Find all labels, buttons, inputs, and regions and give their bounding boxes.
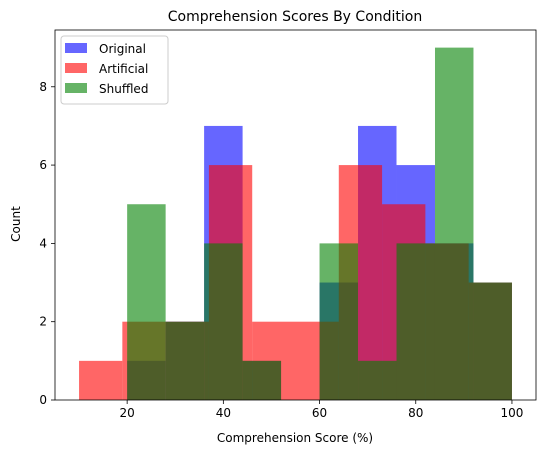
y-tick-label: 2 bbox=[39, 315, 47, 329]
series-shuffled bbox=[127, 47, 512, 400]
legend: Original Artificial Shuffled bbox=[60, 35, 169, 105]
legend-label-artificial: Artificial bbox=[99, 62, 148, 76]
x-tick-label: 100 bbox=[500, 406, 523, 420]
legend-swatch-artificial bbox=[65, 63, 87, 73]
x-axis-label: Comprehension Score (%) bbox=[217, 431, 373, 445]
chart-title: Comprehension Scores By Condition bbox=[168, 9, 422, 25]
bar-shuffled-9 bbox=[473, 282, 512, 400]
bar-shuffled-3 bbox=[242, 360, 282, 400]
x-tick-label: 20 bbox=[120, 406, 135, 420]
bar-shuffled-0 bbox=[127, 204, 166, 400]
bar-shuffled-1 bbox=[165, 321, 205, 400]
y-axis-ticks: 0 2 4 6 8 bbox=[39, 80, 55, 407]
x-tick-label: 80 bbox=[408, 406, 423, 420]
plot-frame bbox=[54, 29, 537, 401]
legend-swatch-original bbox=[65, 43, 87, 53]
legend-box bbox=[60, 35, 169, 105]
bar-shuffled-8 bbox=[434, 47, 474, 400]
bar-shuffled-7 bbox=[396, 243, 435, 400]
bar-shuffled-2 bbox=[204, 243, 243, 400]
legend-label-shuffled: Shuffled bbox=[99, 82, 148, 96]
bar-shuffled-6 bbox=[358, 360, 397, 400]
x-tick-label: 60 bbox=[312, 406, 327, 420]
bar-shuffled-5 bbox=[319, 243, 359, 400]
legend-swatch-shuffled bbox=[65, 83, 87, 93]
y-tick-label: 4 bbox=[39, 236, 47, 250]
y-tick-label: 0 bbox=[39, 393, 47, 407]
bar-artificial-0 bbox=[79, 360, 123, 400]
bars-layer bbox=[79, 47, 512, 400]
x-tick-label: 40 bbox=[216, 406, 231, 420]
x-axis-ticks: 20 40 60 80 100 bbox=[120, 400, 523, 420]
y-tick-label: 6 bbox=[39, 158, 47, 172]
legend-label-original: Original bbox=[99, 42, 146, 56]
y-axis-label: Count bbox=[9, 206, 23, 242]
y-tick-label: 8 bbox=[39, 80, 47, 94]
